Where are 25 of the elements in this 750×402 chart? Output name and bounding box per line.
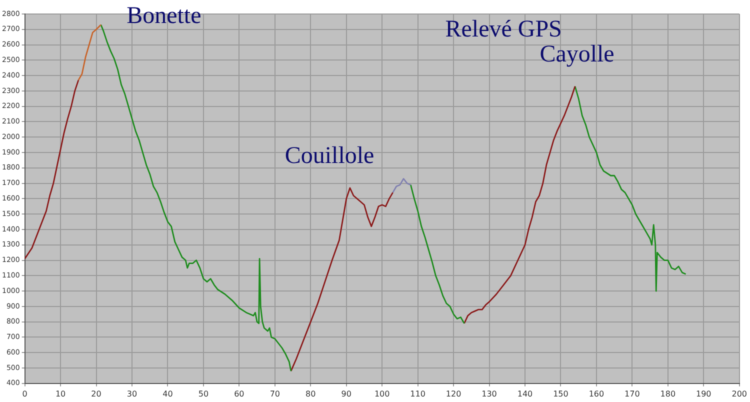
x-tick-label: 50 xyxy=(198,389,209,398)
x-tick-label: 90 xyxy=(341,389,352,398)
x-tick-label: 160 xyxy=(588,389,604,398)
x-tick-label: 170 xyxy=(624,389,640,398)
x-tick-label: 150 xyxy=(553,389,568,398)
chart-title: Relevé GPS xyxy=(445,16,562,42)
x-tick-label: 60 xyxy=(234,389,244,398)
x-tick-label: 80 xyxy=(306,389,316,398)
x-tick-label: 200 xyxy=(732,389,748,398)
x-tick-label: 70 xyxy=(270,389,280,398)
x-tick-label: 130 xyxy=(482,389,497,398)
x-tick-label: 100 xyxy=(374,389,390,398)
x-tick-label: 190 xyxy=(696,389,712,398)
x-tick-label: 0 xyxy=(22,389,28,398)
annotation: Cayolle xyxy=(540,42,614,68)
x-tick-label: 120 xyxy=(446,389,462,398)
annotation: Bonette xyxy=(126,3,202,30)
annotation: Couillole xyxy=(284,142,374,169)
x-tick-label: 20 xyxy=(91,389,102,398)
x-tick-label: 110 xyxy=(410,389,426,398)
x-tick-label: 10 xyxy=(55,389,66,398)
x-tick-label: 30 xyxy=(126,389,138,398)
x-tick-label: 140 xyxy=(517,389,533,398)
x-tick-label: 40 xyxy=(162,389,173,398)
x-tick-label: 180 xyxy=(660,389,676,398)
